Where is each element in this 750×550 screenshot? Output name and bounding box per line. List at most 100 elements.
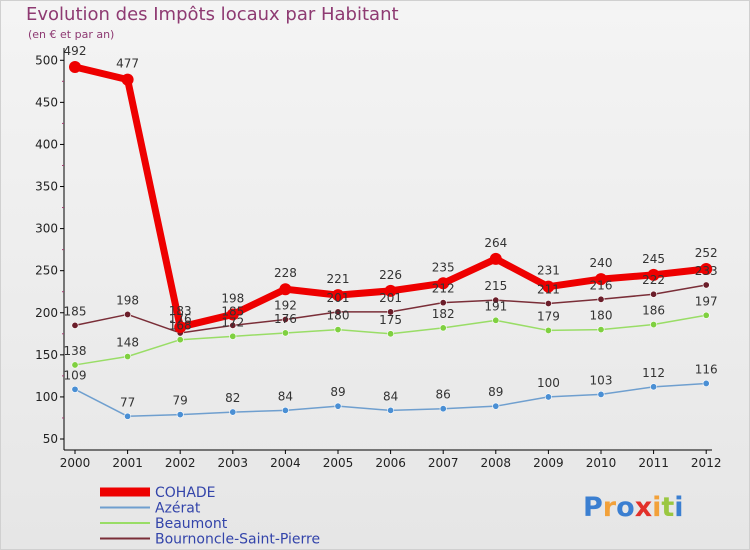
data-point [124, 412, 132, 420]
y-tick-label: 350 [35, 180, 58, 194]
x-tick-label: 2010 [586, 456, 617, 470]
data-point [492, 402, 500, 410]
data-label: 198 [221, 291, 244, 305]
data-label: 168 [169, 319, 192, 333]
data-point [542, 280, 555, 293]
proxiti-logo: Proxiti [583, 492, 684, 523]
data-label: 185 [64, 304, 87, 318]
data-label: 215 [484, 279, 507, 293]
data-point [229, 408, 237, 416]
y-tick-label: 150 [35, 348, 58, 362]
data-label: 183 [169, 304, 192, 318]
data-point [229, 321, 237, 329]
data-label: 216 [590, 278, 613, 292]
x-tick-label: 2000 [60, 456, 91, 470]
data-point [124, 353, 132, 361]
data-label: 201 [379, 291, 402, 305]
data-label: 492 [64, 44, 87, 58]
y-tick-label: 100 [35, 390, 58, 404]
data-label: 179 [537, 309, 560, 323]
legend-label: COHADE [155, 485, 216, 501]
data-label: 235 [432, 260, 455, 274]
data-point [437, 277, 450, 290]
data-label: 180 [590, 309, 613, 323]
data-point [647, 268, 660, 281]
data-label: 228 [274, 266, 297, 280]
data-label: 221 [327, 272, 350, 286]
data-point [334, 326, 342, 334]
data-label: 191 [484, 299, 507, 313]
data-label: 197 [695, 294, 718, 308]
data-label: 182 [432, 307, 455, 321]
data-label: 264 [484, 236, 507, 250]
y-tick-label: 250 [35, 264, 58, 278]
data-label: 175 [379, 313, 402, 327]
data-point [384, 284, 397, 297]
x-tick-label: 2006 [375, 456, 406, 470]
data-label: 245 [642, 252, 665, 266]
y-tick-label: 200 [35, 306, 58, 320]
data-point [387, 308, 395, 316]
data-label: 176 [169, 312, 192, 326]
x-tick-label: 2005 [323, 456, 354, 470]
data-label: 89 [330, 385, 345, 399]
data-point [332, 289, 344, 302]
data-label: 201 [327, 291, 350, 305]
x-tick-label: 2011 [638, 456, 669, 470]
data-label: 477 [116, 57, 139, 71]
data-label: 212 [432, 282, 455, 296]
data-label: 192 [274, 298, 297, 312]
data-label: 172 [221, 315, 244, 329]
data-point [281, 406, 289, 414]
y-tick-label: 500 [35, 53, 58, 67]
data-point [650, 383, 658, 391]
data-label: 233 [695, 264, 718, 278]
data-point [387, 330, 395, 338]
data-label: 112 [642, 366, 665, 380]
data-label: 103 [590, 373, 613, 387]
data-point [544, 393, 552, 401]
data-point [702, 379, 710, 387]
data-point [700, 262, 713, 275]
data-point [439, 324, 447, 332]
data-point [334, 308, 342, 316]
data-label: 222 [642, 273, 665, 287]
data-label: 185 [221, 304, 244, 318]
data-point [226, 308, 239, 321]
data-point [71, 385, 79, 393]
series-beaumont [71, 311, 710, 369]
data-point [702, 281, 710, 289]
x-tick-label: 2003 [218, 456, 249, 470]
data-point [489, 252, 502, 265]
data-point [281, 329, 289, 337]
data-label: 198 [116, 293, 139, 307]
data-point [124, 310, 132, 318]
x-tick-label: 2008 [481, 456, 512, 470]
data-label: 84 [278, 389, 293, 403]
x-tick-label: 2012 [691, 456, 722, 470]
data-point [71, 321, 79, 329]
series-cohade [69, 61, 713, 334]
data-label: 226 [379, 268, 402, 282]
data-point [597, 295, 605, 303]
data-point [176, 411, 184, 419]
x-tick-label: 2004 [270, 456, 301, 470]
data-label: 82 [225, 391, 240, 405]
y-tick-label: 300 [35, 222, 58, 236]
data-point [69, 61, 81, 74]
data-point [702, 311, 710, 319]
y-tick-label: 400 [35, 137, 58, 151]
data-point [439, 405, 447, 413]
data-label: 84 [383, 389, 398, 403]
data-point [387, 406, 395, 414]
data-point [650, 290, 658, 298]
data-label: 176 [274, 312, 297, 326]
data-point [650, 321, 658, 329]
data-point [71, 361, 79, 369]
legend-label: Beaumont [155, 516, 228, 532]
x-tick-label: 2001 [112, 456, 143, 470]
data-point [334, 402, 342, 410]
data-label: 180 [327, 309, 350, 323]
chart-title: Evolution des Impôts locaux par Habitant [26, 4, 399, 25]
